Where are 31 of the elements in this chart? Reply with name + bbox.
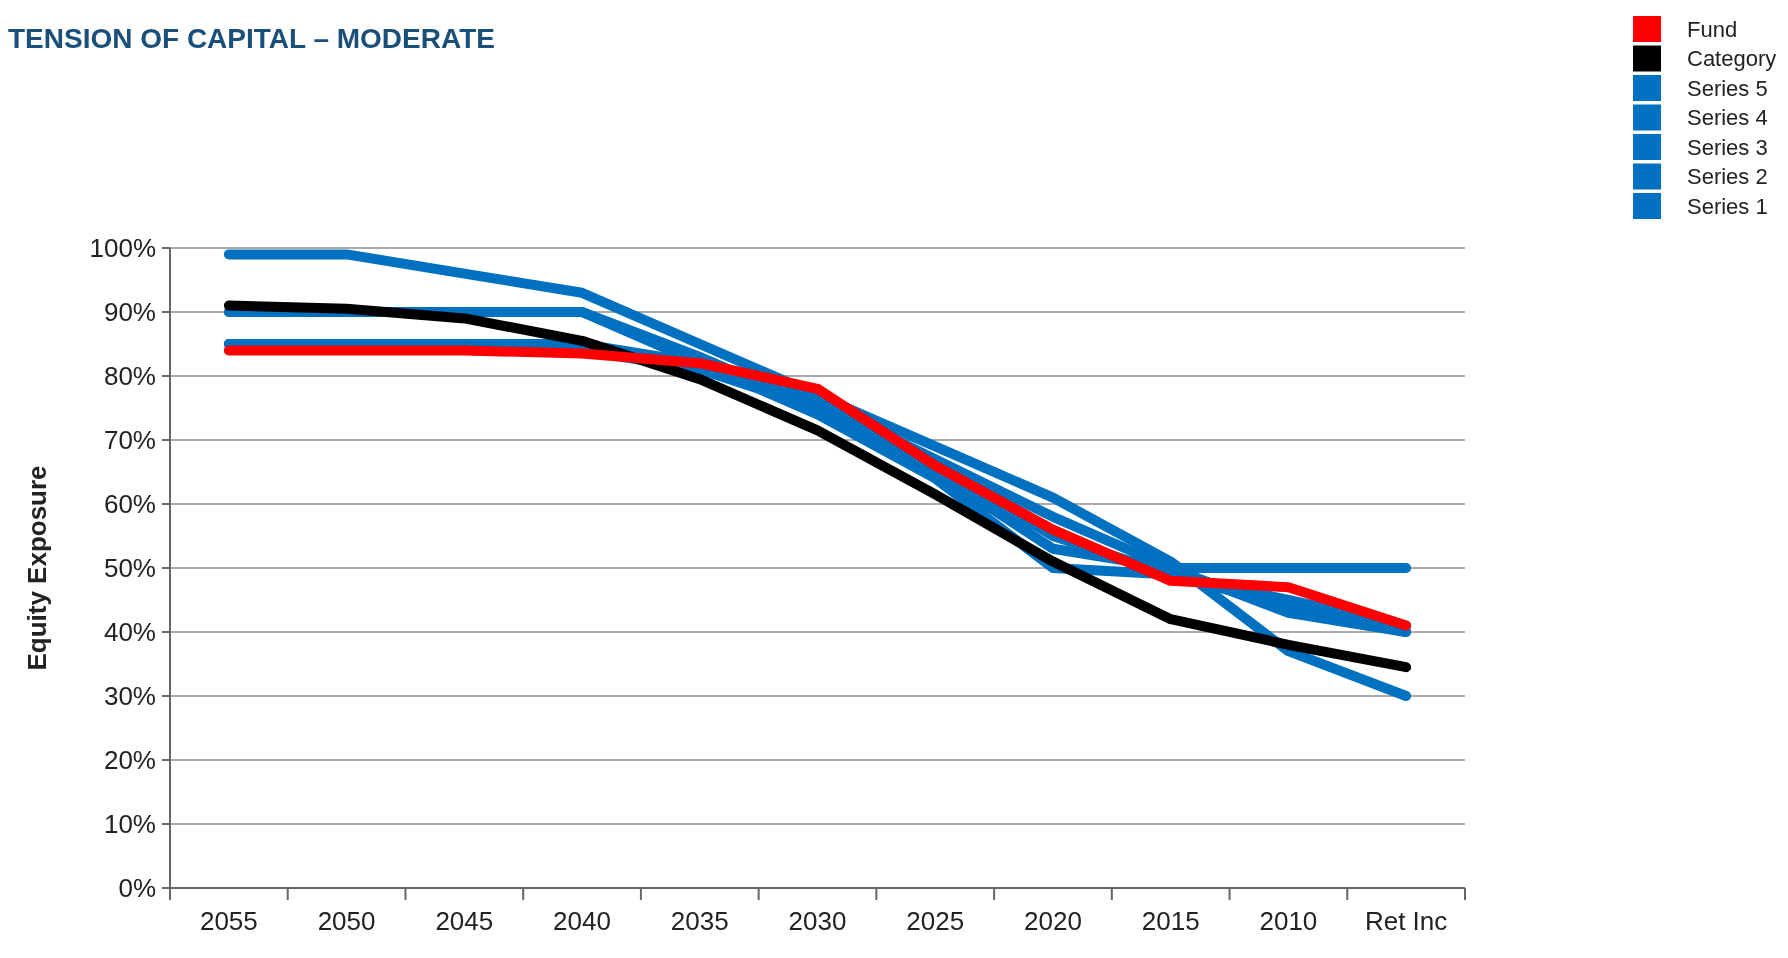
x-tick-label: 2055 (199, 906, 258, 936)
y-tick-label: 0% (118, 873, 156, 904)
legend-label: Series 5 (1687, 75, 1768, 101)
chart-title: TENSION OF CAPITAL – MODERATE (8, 23, 495, 54)
y-tick-label: 90% (103, 297, 156, 328)
y-tick-label: 30% (103, 681, 156, 712)
x-tick-label: 2045 (435, 906, 494, 936)
y-tick-label: 70% (103, 425, 156, 456)
y-tick-label: 100% (89, 233, 156, 264)
x-tick-label: 2050 (317, 906, 376, 936)
y-tick-label: 20% (103, 745, 156, 776)
x-tick-label: Ret Inc (1364, 906, 1448, 936)
x-tick-label: 2035 (670, 906, 729, 936)
y-tick-label: 40% (103, 617, 156, 648)
y-tick-label: 60% (103, 489, 156, 520)
legend-label: Series 2 (1687, 164, 1768, 190)
x-tick-label: 2030 (788, 906, 847, 936)
x-tick-label: 2020 (1024, 906, 1082, 936)
y-tick-label: 10% (103, 809, 156, 840)
y-tick-label: 80% (103, 361, 156, 392)
x-tick-label: 2025 (906, 906, 965, 936)
x-tick-label: 2010 (1259, 906, 1318, 936)
x-tick-label: 2015 (1141, 906, 1200, 936)
x-tick-label: 2040 (553, 906, 611, 936)
legend-label: Category (1687, 46, 1777, 72)
legend-label: Series 3 (1687, 134, 1768, 160)
legend-label: Fund (1687, 16, 1738, 42)
y-tick-label: 50% (103, 553, 156, 584)
legend-label: Series 4 (1687, 105, 1768, 131)
legend-label: Series 1 (1687, 193, 1768, 219)
y-axis-title: Equity Exposure (22, 465, 52, 671)
